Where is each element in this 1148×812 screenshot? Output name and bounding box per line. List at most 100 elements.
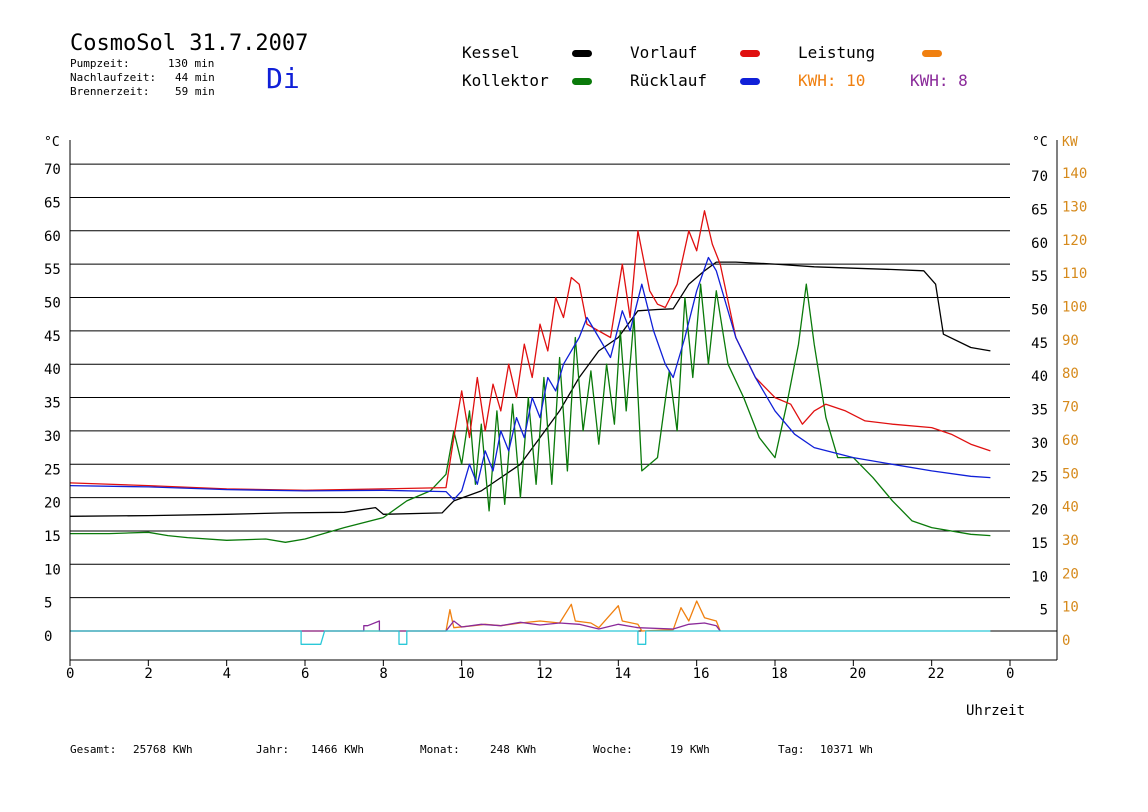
legend-swatch-vorlauf [740, 50, 760, 57]
y-tick-label-power: 40 [1062, 500, 1079, 516]
stat-value-brenner: 59 min [175, 85, 215, 98]
y-tick-label-left: 25 [44, 462, 61, 478]
y-tick-label-power: 30 [1062, 533, 1079, 549]
footer-value-jahr: 1466 KWh [311, 743, 364, 756]
y-ticks-left: 0 5 10 15 20 25 30 35 40 45 50 55 60 65 70 [44, 162, 61, 645]
x-tick-label: 10 [458, 666, 475, 682]
stat-value-pump: 130 min [168, 57, 214, 70]
footer-label-tag: Tag: [778, 743, 805, 756]
legend-swatch-kessel [572, 50, 592, 57]
legend-kwh-orange: KWH: 10 [798, 71, 865, 90]
x-tick-label: 22 [928, 666, 945, 682]
y-tick-label-power: 120 [1062, 233, 1087, 249]
y-tick-label-right: 35 [1031, 403, 1048, 419]
footer-value-tag: 10371 Wh [820, 743, 873, 756]
x-tick-label: 6 [301, 666, 309, 682]
y-tick-label-power: 60 [1062, 433, 1079, 449]
x-tick-label: 2 [144, 666, 152, 682]
grid-lines [70, 163, 1057, 632]
legend-label-leistung: Leistung [798, 43, 875, 62]
y-tick-label-right: 65 [1031, 202, 1048, 218]
x-tick-label: 18 [771, 666, 788, 682]
y-tick-label-power: 130 [1062, 199, 1087, 215]
y-tick-label-left: 20 [44, 496, 61, 512]
footer-value-woche: 19 KWh [670, 743, 710, 756]
x-tick-label: 20 [849, 666, 866, 682]
y-tick-label-left: 65 [44, 195, 61, 211]
y-tick-label-right: 5 [1040, 603, 1048, 619]
y-tick-label-power: 70 [1062, 400, 1079, 416]
weekday: Di [266, 62, 300, 95]
x-tick-label: 4 [223, 666, 231, 682]
y-tick-label-power: 20 [1062, 566, 1079, 582]
y-tick-label-right: 50 [1031, 303, 1048, 319]
x-axis-label: Uhrzeit [966, 703, 1025, 719]
y-tick-label-left: 30 [44, 429, 61, 445]
y-tick-label-left: 35 [44, 396, 61, 412]
x-tick-label: 16 [693, 666, 710, 682]
y-tick-label-right: 70 [1031, 169, 1048, 185]
footer-label-jahr: Jahr: [256, 743, 289, 756]
series-kollektor [70, 283, 991, 543]
legend-label-vorlauf: Vorlauf [630, 43, 697, 62]
y-tick-label-power: 10 [1062, 600, 1079, 616]
y-unit-right: °C [1032, 135, 1048, 150]
x-ticks: 0 2 4 6 8 10 12 14 16 18 20 22 0 [66, 660, 1014, 682]
y-tick-label-right: 15 [1031, 536, 1048, 552]
y-tick-label-left: 0 [44, 629, 52, 645]
y-tick-label-left: 60 [44, 229, 61, 245]
series-vorlauf [69, 210, 991, 491]
y-ticks-right: 5 10 15 20 25 30 35 40 45 50 55 60 65 70 [1031, 169, 1048, 619]
legend-swatch-leistung [922, 50, 942, 57]
footer-value-gesamt: 25768 KWh [133, 743, 193, 756]
y-tick-label-power: 140 [1062, 166, 1087, 182]
y-tick-label-power: 50 [1062, 466, 1079, 482]
y-tick-label-right: 10 [1031, 569, 1048, 585]
y-tick-label-left: 70 [44, 162, 61, 178]
y-tick-label-right: 30 [1031, 436, 1048, 452]
legend-label-kessel: Kessel [462, 43, 520, 62]
series-pumpe [70, 630, 991, 645]
x-tick-label: 0 [1006, 666, 1014, 682]
y-tick-label-power: 0 [1062, 633, 1070, 649]
y-tick-label-right: 55 [1031, 269, 1048, 285]
series-r-cklauf [69, 256, 991, 501]
legend: Kessel Kollektor Vorlauf Rücklauf Leistu… [462, 43, 968, 90]
x-tick-label: 14 [614, 666, 631, 682]
y-tick-label-power: 80 [1062, 366, 1079, 382]
stat-label-pump: Pumpzeit: [70, 57, 130, 70]
y-ticks-power: 0 10 20 30 40 50 60 70 80 90 100 110 120 130 140 [1062, 166, 1087, 649]
y-tick-label-right: 45 [1031, 336, 1048, 352]
stat-value-nachlauf: 44 min [175, 71, 215, 84]
footer-value-monat: 248 KWh [490, 743, 536, 756]
series-kwh-8 [70, 620, 721, 632]
y-tick-label-right: 20 [1031, 503, 1048, 519]
footer-totals: Gesamt: 25768 KWh Jahr: 1466 KWh Monat: … [70, 743, 873, 756]
series-leistung [70, 600, 721, 632]
stat-label-nachlauf: Nachlaufzeit: [70, 71, 156, 84]
y-tick-label-right: 25 [1031, 469, 1048, 485]
y-tick-label-power: 100 [1062, 300, 1087, 316]
y-unit-left: °C [44, 135, 60, 150]
legend-swatch-kollektor [572, 78, 592, 85]
footer-label-gesamt: Gesamt: [70, 743, 116, 756]
y-tick-label-power: 90 [1062, 333, 1079, 349]
y-tick-label-left: 40 [44, 362, 61, 378]
y-tick-label-left: 55 [44, 262, 61, 278]
y-tick-label-right: 60 [1031, 236, 1048, 252]
legend-label-ruecklauf: Rücklauf [630, 71, 707, 90]
series-kessel [69, 261, 991, 517]
series-lines [69, 210, 991, 645]
chart-title: CosmoSol 31.7.2007 [70, 31, 308, 56]
y-tick-label-left: 15 [44, 529, 61, 545]
y-unit-right-power: KW [1062, 135, 1078, 150]
y-tick-label-left: 5 [44, 596, 52, 612]
legend-swatch-ruecklauf [740, 78, 760, 85]
y-tick-label-power: 110 [1062, 266, 1087, 282]
y-tick-label-left: 45 [44, 329, 61, 345]
legend-kwh-purple: KWH: 8 [910, 71, 968, 90]
footer-label-monat: Monat: [420, 743, 460, 756]
x-tick-label: 0 [66, 666, 74, 682]
x-tick-label: 12 [536, 666, 553, 682]
